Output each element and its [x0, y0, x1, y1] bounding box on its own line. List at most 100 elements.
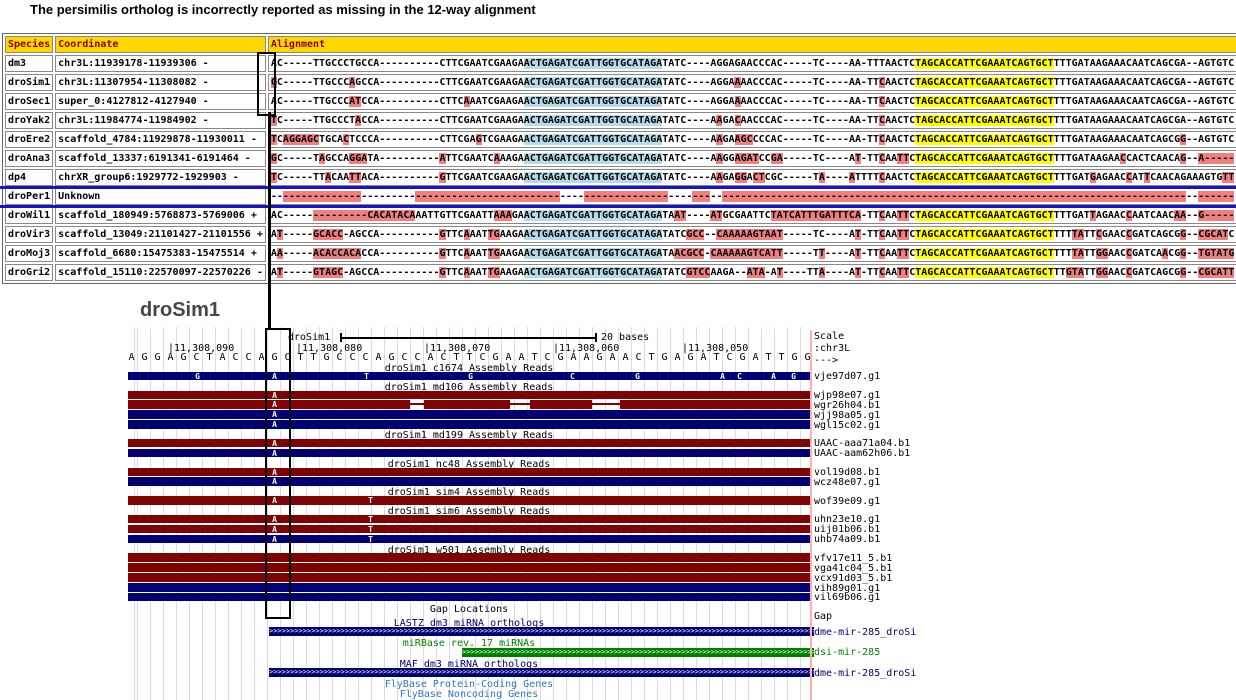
alignment-segment: TTTGAT	[1053, 172, 1090, 183]
species-cell: droAna3	[5, 150, 54, 167]
track-label[interactable]: droSim1 nc48 Assembly Reads	[387, 458, 551, 470]
read-bar-segment[interactable]	[128, 400, 410, 409]
read-bar[interactable]	[128, 534, 812, 544]
alignment-table: Species Coordinate Alignment dm3 chr3L:1193…	[2, 33, 1236, 284]
mismatch-base-letter: A	[272, 410, 277, 420]
alignment-segment: TTTT	[855, 172, 880, 183]
alignment-segment: ACTGAGATCGATTGGTGCATAGA	[523, 267, 663, 278]
track-label[interactable]: droSim1 md106 Assembly Reads	[384, 381, 554, 393]
read-bar[interactable]	[128, 592, 812, 602]
alignment-segment: -AGCCA----------	[343, 267, 440, 278]
read-bar-segment[interactable]	[424, 400, 510, 409]
alignment-row: dm3 chr3L:11939178-11939306 - AC-----TTGCC…	[5, 55, 1236, 72]
read-bar[interactable]	[128, 448, 812, 458]
alignment-segment: TTC	[445, 267, 464, 278]
read-bar[interactable]	[128, 573, 812, 582]
alignment-segment: TTTGATAAGAA	[1053, 153, 1120, 164]
feature-bar[interactable]: >>>>>>>>>>>>>>>>>>>>>>>>>>>>>>>>>>>>>>>>…	[269, 627, 814, 637]
read-name-label[interactable]: vih89g01.g1	[814, 582, 881, 594]
alignment-segment: ACGCC	[674, 248, 705, 259]
alignment-segment: AACTC	[885, 134, 916, 145]
species-cell: droVir3	[5, 226, 54, 243]
alignment-segment: CG	[1168, 248, 1181, 259]
feature-name-label[interactable]: dme-mir-285_droSi	[814, 626, 917, 638]
alignment-segment: GTA	[1065, 267, 1084, 278]
read-bar[interactable]	[128, 410, 812, 419]
read-name-label[interactable]: wgl15c02.g1	[814, 419, 881, 431]
read-name-label[interactable]: wjj98a05.g1	[814, 409, 881, 421]
read-name-label[interactable]: wgr26h04.b1	[814, 399, 881, 411]
column-header: Alignment	[267, 36, 1236, 53]
read-bar[interactable]	[128, 420, 812, 429]
feature-track-label[interactable]: miRBase rev. 17 miRNAs	[402, 638, 536, 650]
feature-track-label[interactable]: LASTZ dm3 miRNA orthologs	[393, 617, 545, 629]
read-bar-segment[interactable]	[530, 400, 592, 409]
base-letter: T	[206, 352, 213, 363]
alignment-segment: CCCAC-----TC----AA-TT	[752, 134, 880, 145]
feature-name-label[interactable]: dsi-mir-285	[814, 647, 881, 659]
read-bar[interactable]	[128, 583, 812, 592]
alignment-segment: AT	[1132, 172, 1145, 183]
read-bar[interactable]	[128, 553, 812, 562]
gap-track-label[interactable]: Gap	[814, 611, 833, 623]
read-name-label[interactable]: wjp98e07.g1	[814, 390, 881, 401]
track-label[interactable]: droSim1 c1674 Assembly Reads	[384, 363, 554, 374]
alignment-segment: AAGA	[499, 248, 524, 259]
mismatch-base-letter: A	[272, 390, 277, 400]
track-label[interactable]: droSim1 sim4 Assembly Reads	[387, 487, 551, 499]
alignment-segment: --	[1186, 191, 1199, 202]
read-bar[interactable]	[128, 524, 812, 534]
read-name-label[interactable]: vfv17e11_5.b1	[814, 552, 893, 564]
read-name-label[interactable]: vil69b06.g1	[814, 592, 881, 604]
alignment-row: droYak2 chr3L:11984774-11984902 - TC-----T…	[5, 112, 1236, 129]
read-name-label[interactable]: UAAC-aam62h06.b1	[814, 448, 911, 460]
alignment-segment: AC-----TTGCCC	[270, 96, 350, 107]
alignment-segment: C	[879, 153, 886, 164]
read-name-label[interactable]: UAAC-aaa71a04.b1	[814, 438, 911, 450]
read-bar[interactable]	[128, 371, 812, 381]
read-bar-segment[interactable]	[620, 400, 812, 409]
feature-name-label[interactable]: dme-mir-285_droSi	[814, 667, 917, 679]
track-label-gap-locations[interactable]: Gap Locations	[429, 604, 509, 616]
footer-track-label[interactable]: FlyBase Noncoding Genes	[399, 688, 539, 700]
alignment-segment: T	[1144, 172, 1151, 183]
species-cell: droYak2	[5, 112, 54, 129]
read-name-label[interactable]: wof39e09.g1	[814, 495, 881, 507]
read-bar[interactable]	[128, 477, 812, 486]
alignment-segment: A	[716, 134, 723, 145]
read-name-label[interactable]: uhn23e10.g1	[814, 514, 881, 526]
alignment-segment: C	[734, 115, 741, 126]
read-name-label[interactable]: uij01b06.b1	[814, 524, 881, 536]
track-label[interactable]: droSim1 sim6 Assembly Reads	[387, 506, 551, 517]
track-label[interactable]: droSim1 w501 Assembly Reads	[387, 544, 551, 556]
base-letter: A	[128, 352, 135, 363]
alignment-segment: --	[1186, 248, 1199, 259]
feature-bar[interactable]: >>>>>>>>>>>>>>>>>>>>>>>>>>>>>>>>>>>>>>>>…	[269, 668, 814, 678]
read-bar[interactable]	[128, 438, 812, 448]
alignment-segment: AACTC	[885, 96, 916, 107]
read-name-label[interactable]: vga41c04_5.b1	[814, 562, 893, 574]
footer-track-label[interactable]: FlyBase Protein-Coding Genes	[384, 679, 554, 691]
alignment-segment: AACTC	[885, 115, 916, 126]
base-letter: G	[154, 352, 161, 363]
feature-track-label[interactable]: MAF dm3 miRNA orthologs	[399, 658, 539, 670]
alignment-segment: GCGAATTC	[722, 210, 771, 221]
alignment-segment: G	[270, 77, 277, 88]
read-name-label[interactable]: vol19d08.b1	[814, 467, 881, 478]
read-bar[interactable]	[128, 563, 812, 572]
read-name-label[interactable]: vje97d07.g1	[814, 371, 881, 383]
read-bar[interactable]	[128, 390, 812, 399]
alignment-segment: TAGCACCATTCGAAATCAGTGCT	[915, 96, 1054, 107]
track-label[interactable]: droSim1 md199 Assembly Reads	[384, 430, 554, 442]
read-bar[interactable]	[128, 467, 812, 476]
read-bar[interactable]	[128, 514, 812, 524]
alignment-segment: A	[355, 115, 362, 126]
ruler-tick-label: |11,308,080	[296, 343, 363, 354]
read-name-label[interactable]: wcz48e07.g1	[814, 476, 881, 488]
feature-bar[interactable]: >>>>>>>>>>>>>>>>>>>>>>>>>>>>>>>>>>>>>>>>…	[462, 647, 814, 657]
alignment-segment: --	[270, 191, 283, 202]
base-letter: A	[570, 352, 577, 363]
read-bar[interactable]	[128, 496, 812, 505]
read-name-label[interactable]: vcx91d03_5.b1	[814, 572, 893, 584]
read-name-label[interactable]: uhb74a09.b1	[814, 534, 881, 546]
